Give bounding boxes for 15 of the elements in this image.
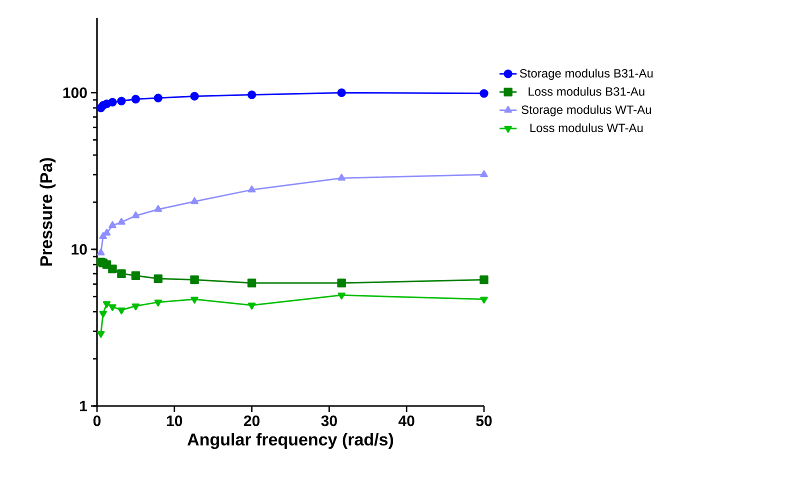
y-tick-label: 1	[80, 400, 88, 412]
x-tick-label: 50	[476, 416, 492, 426]
x-tick-label: 40	[398, 416, 414, 426]
y-tick-label: 100	[63, 87, 87, 98]
legend-label: Loss modulus B31-Au	[528, 86, 644, 96]
legend-label: Loss modulus WT-Au	[530, 123, 643, 132]
legend-label: Storage modulus B31-Au	[520, 68, 653, 80]
x-axis-title: Angular frequency (rad/s)	[187, 433, 394, 449]
legend-label: Storage modulus WT-Au	[522, 105, 651, 116]
x-tick-label: 10	[167, 416, 182, 426]
x-tick-label: 0	[93, 416, 101, 426]
x-tick-label: 30	[321, 416, 337, 426]
x-tick-label: 20	[244, 416, 260, 426]
y-axis-title: Pressure (Pa)	[40, 158, 56, 266]
y-tick-label: 10	[72, 244, 87, 255]
